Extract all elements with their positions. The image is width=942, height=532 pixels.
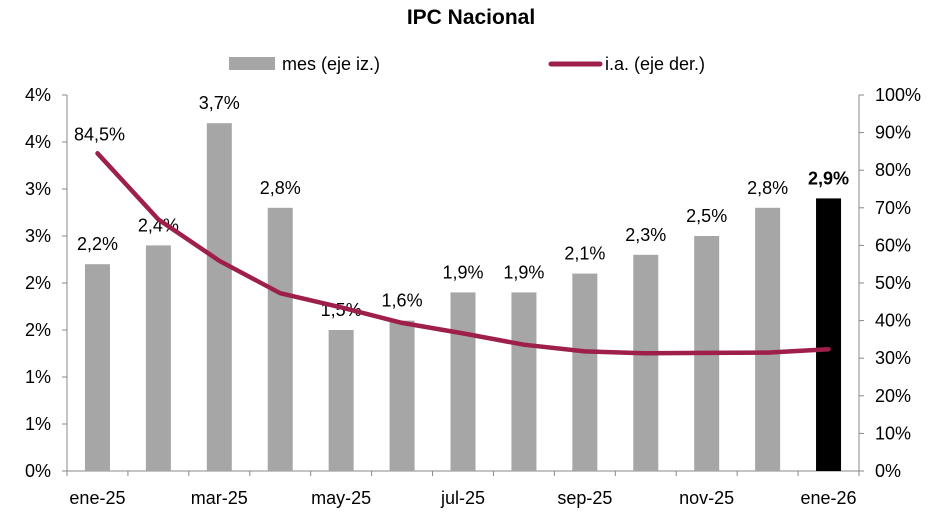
y-right-tick-label: 0% — [875, 461, 901, 481]
y-right-tick-label: 70% — [875, 198, 911, 218]
bar-oct-25 — [633, 254, 659, 471]
x-tick-label: nov-25 — [679, 488, 734, 508]
bar-label-feb-25: 2,4% — [138, 215, 179, 235]
y-left-tick-label: 0% — [25, 461, 51, 481]
y-left-tick-label: 4% — [25, 132, 51, 152]
bar-abr-25 — [267, 207, 293, 472]
bar-label-sep-25: 2,1% — [564, 244, 605, 264]
bar-dic-25 — [755, 207, 781, 472]
bar-ago-25 — [511, 292, 537, 471]
y-right-tick-label: 30% — [875, 348, 911, 368]
x-tick-label: sep-25 — [557, 488, 612, 508]
legend-label-mes: mes (eje iz.) — [282, 54, 380, 74]
bar-ene-26 — [816, 198, 842, 471]
x-tick-label: mar-25 — [191, 488, 248, 508]
bar-label-abr-25: 2,8% — [260, 178, 301, 198]
y-left-tick-label: 2% — [25, 320, 51, 340]
bar-label-ene-25: 2,2% — [77, 234, 118, 254]
bar-labels: 2,2%2,4%3,7%2,8%1,5% 1,6%1,9% 1,9%2,1%2,3%… — [77, 93, 849, 320]
y-left-tick-label: 3% — [25, 226, 51, 246]
y-left-tick-label: 1% — [25, 367, 51, 387]
y-right-tick-label: 60% — [875, 235, 911, 255]
y-right-tick-label: 80% — [875, 160, 911, 180]
bar-label-oct-25: 2,3% — [625, 225, 666, 245]
legend-swatch-mes — [229, 57, 275, 70]
bar-label-mar-25: 3,7% — [199, 93, 240, 113]
bar-label-nov-25: 2,5% — [686, 206, 727, 226]
bar-sep-25 — [572, 273, 598, 471]
y-right-tick-label: 40% — [875, 311, 911, 331]
bar-label-jun-25: 1,6% — [382, 291, 423, 311]
chart-title: IPC Nacional — [406, 6, 536, 29]
bar-jul-25 — [450, 292, 476, 471]
bar-label-jul-25: 1,9% — [442, 262, 483, 282]
bars — [84, 123, 842, 472]
legend-label-ia: i.a. (eje der.) — [605, 54, 705, 74]
bar-mar-25 — [206, 123, 232, 471]
x-tick-label: ene-25 — [69, 488, 125, 508]
bar-label-dic-25: 2,8% — [747, 178, 788, 198]
bar-may-25 — [328, 330, 354, 471]
bar-label-ene-26: 2,9% — [808, 168, 849, 188]
x-tick-label: may-25 — [311, 488, 371, 508]
bar-ene-25 — [84, 264, 110, 471]
x-tick-label: jul-25 — [440, 488, 485, 508]
y-left-tick-label: 1% — [25, 414, 51, 434]
bar-feb-25 — [145, 245, 171, 471]
y-right-tick-label: 90% — [875, 123, 911, 143]
y-right-tick-label: 20% — [875, 386, 911, 406]
legend: mes (eje iz.) i.a. (eje der.) — [229, 54, 705, 74]
x-tick-label: ene-26 — [801, 488, 857, 508]
y-left-tick-label: 4% — [25, 85, 51, 105]
y-right-tick-label: 100% — [875, 85, 921, 105]
y-left-tick-label: 2% — [25, 273, 51, 293]
line-series: 84,5% — [74, 124, 831, 356]
y-right-tick-label: 10% — [875, 423, 911, 443]
bar-label-ago-25: 1,9% — [503, 262, 544, 282]
bar-jun-25 — [389, 320, 415, 471]
y-right-tick-label: 50% — [875, 273, 911, 293]
y-left-tick-label: 3% — [25, 179, 51, 199]
line-label-ene-25: 84,5% — [74, 124, 125, 144]
line-ia — [95, 151, 831, 356]
